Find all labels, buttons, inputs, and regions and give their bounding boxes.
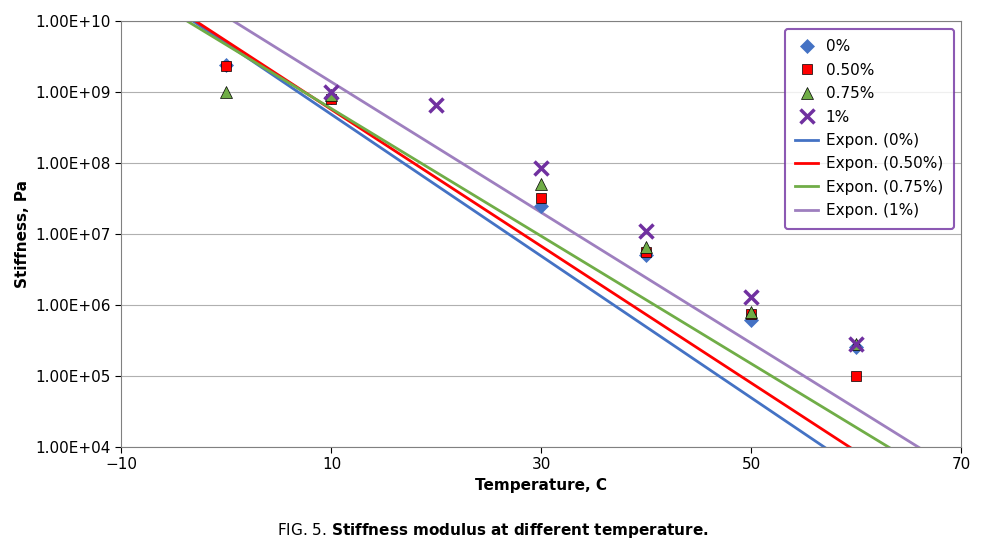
- 0.50%: [745, 310, 757, 317]
- 1%: [325, 89, 337, 95]
- X-axis label: Temperature, C: Temperature, C: [475, 477, 607, 492]
- Line: 0.75%: 0.75%: [221, 86, 862, 349]
- 0%: [221, 62, 233, 68]
- 1%: [535, 165, 547, 171]
- 0%: [851, 344, 863, 350]
- Legend: 0%, 0.50%, 0.75%, 1%, Expon. (0%), Expon. (0.50%), Expon. (0.75%), Expon. (1%): 0%, 0.50%, 0.75%, 1%, Expon. (0%), Expon…: [785, 29, 953, 229]
- Line: 0%: 0%: [222, 60, 861, 352]
- 0%: [535, 202, 547, 209]
- 0.50%: [851, 373, 863, 379]
- 0%: [745, 317, 757, 323]
- Y-axis label: Stiffness, Pa: Stiffness, Pa: [15, 180, 30, 288]
- Line: 0.50%: 0.50%: [222, 62, 861, 381]
- 0.50%: [221, 63, 233, 70]
- Line: 1%: 1%: [324, 85, 864, 351]
- 0%: [325, 94, 337, 100]
- 0.75%: [325, 92, 337, 98]
- 0.75%: [851, 341, 863, 347]
- 0.75%: [641, 244, 653, 251]
- 0.50%: [535, 195, 547, 201]
- 1%: [641, 228, 653, 234]
- 0.75%: [745, 308, 757, 315]
- 0.50%: [325, 96, 337, 102]
- 0.75%: [221, 89, 233, 95]
- 1%: [745, 293, 757, 300]
- 0%: [641, 252, 653, 259]
- 1%: [431, 102, 443, 109]
- 1%: [851, 341, 863, 347]
- Text: FIG. 5. $\bf{Stiffness\ modulus\ at\ different\ temperature.}$: FIG. 5. $\bf{Stiffness\ modulus\ at\ dif…: [277, 521, 709, 539]
- 0.50%: [641, 249, 653, 255]
- 0.75%: [535, 181, 547, 187]
